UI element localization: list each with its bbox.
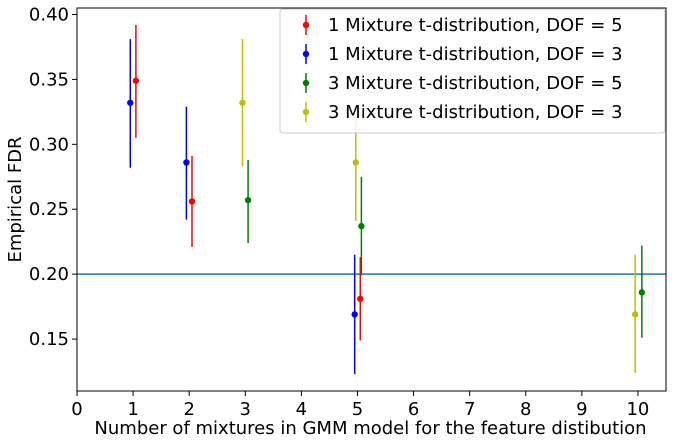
data-point — [188, 198, 196, 205]
data-point — [183, 159, 190, 166]
legend-label: 3 Mixture t-distribution, DOF = 3 — [328, 102, 623, 123]
data-point — [127, 99, 134, 106]
x-tick-label: 0 — [71, 399, 82, 420]
legend-marker-point — [302, 108, 310, 116]
x-tick-label: 8 — [520, 399, 531, 420]
legend-marker-point — [302, 79, 310, 87]
y-axis-label: Empirical FDR — [5, 136, 26, 262]
x-tick-label: 2 — [183, 399, 194, 420]
x-tick-label: 1 — [127, 399, 138, 420]
legend: 1 Mixture t-distribution, DOF = 5 1 Mixtu… — [279, 8, 666, 134]
series-layer — [127, 24, 646, 375]
legend-marker-point — [302, 21, 310, 29]
x-tick-label: 7 — [464, 399, 475, 420]
y-tick-label: 0.20 — [29, 264, 69, 285]
data-point — [631, 311, 639, 318]
legend-box — [279, 8, 666, 134]
y-tick-label: 0.35 — [29, 69, 69, 90]
legend-entry: 1 Mixture t-distribution, DOF = 3 — [302, 44, 623, 65]
series-2 — [127, 39, 358, 375]
y-tick-label: 0.40 — [29, 4, 69, 25]
data-point — [638, 289, 646, 296]
plot-frame — [76, 7, 667, 392]
y-axis: 0.15 0.20 0.25 0.30 0.35 0.40 — [29, 4, 77, 350]
x-axis: 0 1 2 3 4 5 6 7 8 9 10 — [71, 391, 649, 420]
x-axis-label: Number of mixtures in GMM model for the … — [94, 418, 646, 439]
legend-entry: 3 Mixture t-distribution, DOF = 5 — [302, 73, 623, 94]
data-point — [239, 99, 246, 106]
legend-entry: 3 Mixture t-distribution, DOF = 3 — [302, 102, 623, 123]
x-tick-label: 5 — [352, 399, 363, 420]
legend-entry: 1 Mixture t-distribution, DOF = 5 — [302, 15, 623, 36]
series-1 — [132, 24, 364, 341]
x-tick-label: 10 — [626, 399, 649, 420]
legend-label: 3 Mixture t-distribution, DOF = 5 — [328, 73, 623, 94]
legend-label: 1 Mixture t-distribution, DOF = 5 — [328, 15, 623, 36]
x-tick-label: 4 — [296, 399, 307, 420]
data-point — [358, 222, 365, 230]
data-point — [351, 311, 358, 318]
data-point — [357, 295, 364, 303]
legend-marker-point — [302, 50, 310, 58]
x-tick-label: 6 — [408, 399, 419, 420]
data-point — [132, 77, 140, 84]
data-point — [352, 159, 359, 166]
series-3 — [244, 159, 646, 338]
x-tick-label: 3 — [240, 399, 251, 420]
y-tick-label: 0.15 — [29, 329, 69, 350]
legend-items: 1 Mixture t-distribution, DOF = 5 1 Mixtu… — [302, 15, 623, 123]
y-tick-label: 0.30 — [29, 134, 69, 155]
y-tick-label: 0.25 — [29, 199, 69, 220]
x-tick-label: 9 — [576, 399, 587, 420]
data-point — [244, 196, 252, 204]
legend-label: 1 Mixture t-distribution, DOF = 3 — [328, 44, 623, 65]
